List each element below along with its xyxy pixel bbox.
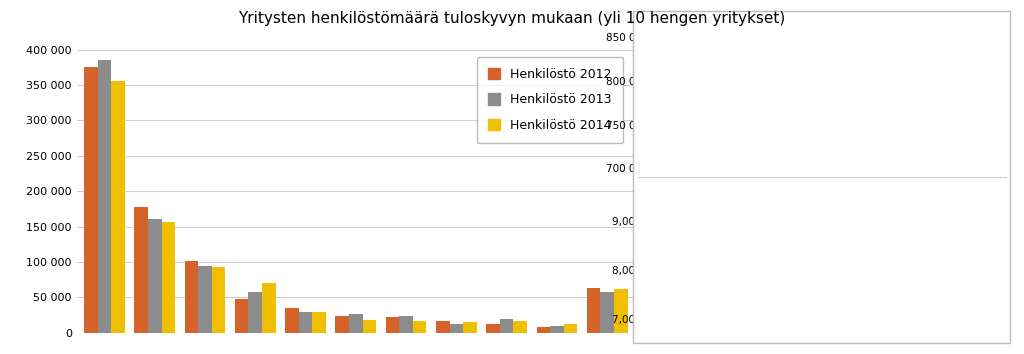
Text: 772 828: 772 828 [918,92,961,102]
Text: 8,20 %: 8,20 % [834,263,870,274]
Bar [537,327,550,333]
Bar [262,283,275,333]
Bar [799,80,851,354]
Bar [134,207,147,333]
Bar [362,320,376,333]
Bar [84,67,97,333]
Text: 7,70 %: 7,70 % [722,288,758,298]
Bar [486,324,500,333]
Bar [500,319,513,333]
Text: 801 732: 801 732 [689,67,732,77]
Title: Henkilöstön määrä yli 10 hengen yrityksissä ja työllisten määrä: Henkilöstön määrä yli 10 hengen yrityksi… [658,15,991,25]
Bar [463,322,477,333]
Bar [234,299,249,333]
Bar [312,312,326,333]
Text: Yritysten henkilöstömäärä tuloskyvyn mukaan (yli 10 hengen yritykset): Yritysten henkilöstömäärä tuloskyvyn muk… [239,11,785,25]
Bar [587,288,600,333]
Bar [450,324,463,333]
Title: Työttömyysaste: Työttömyysaste [781,188,868,198]
Bar [184,261,199,333]
Text: 8,70 %: 8,70 % [945,239,981,249]
Bar [249,292,262,333]
Bar [600,292,614,333]
Bar [212,267,225,333]
Bar [286,308,299,333]
Bar [913,104,965,354]
Bar [386,317,399,333]
Legend: Henkilöstö 2012, Henkilöstö 2013, Henkilöstö 2014: Henkilöstö 2012, Henkilöstö 2013, Henkil… [476,57,623,143]
Bar [550,326,564,333]
Bar [436,321,450,333]
Bar [97,60,112,333]
Bar [336,316,349,333]
Bar [614,289,628,333]
Bar [299,312,312,333]
Bar [513,321,527,333]
Bar [413,321,426,333]
Bar [199,266,212,333]
Text: 801 027: 801 027 [804,67,846,77]
Bar [349,314,362,333]
Bar [564,324,578,333]
Bar [162,222,175,333]
Bar [147,219,162,333]
Bar [112,81,125,333]
Bar [399,316,413,333]
Bar [685,79,736,354]
